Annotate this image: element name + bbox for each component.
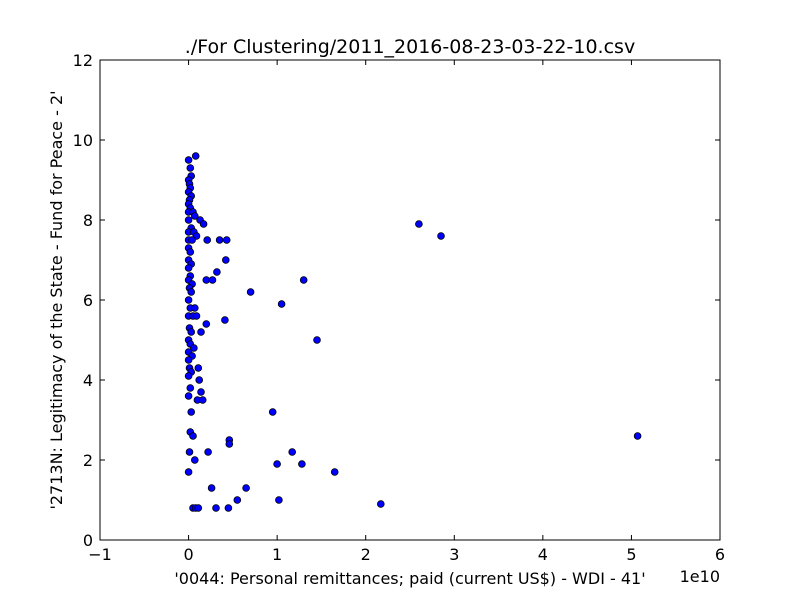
data-point-79 (197, 328, 205, 336)
data-point-55 (197, 388, 205, 396)
data-point-85 (288, 448, 297, 456)
data-point-14 (191, 212, 199, 220)
y-tick-label-5: 10 (73, 131, 93, 150)
data-point-93 (212, 504, 220, 512)
x-tick-label-6: 5 (626, 545, 636, 564)
data-point-69 (222, 236, 231, 244)
data-point-50 (184, 372, 193, 380)
x-tick-label-1: 0 (183, 545, 193, 564)
data-point-70 (222, 256, 230, 264)
y-tick-label-0: 0 (83, 531, 93, 550)
data-point-44 (190, 344, 198, 352)
data-point-62 (191, 456, 199, 464)
data-point-84 (268, 408, 277, 416)
data-point-76 (299, 276, 308, 284)
data-point-66 (194, 504, 203, 512)
data-point-96 (415, 220, 423, 228)
data-point-83 (204, 448, 212, 456)
data-point-51 (194, 364, 203, 372)
x-tick-label-2: 1 (272, 545, 282, 564)
y-axis-label: '2713N: Legitimacy of the State - Fund f… (47, 90, 66, 509)
data-point-34 (184, 296, 193, 304)
data-point-80 (313, 336, 321, 344)
data-point-61 (185, 448, 194, 456)
data-point-87 (298, 460, 306, 468)
data-point-82 (225, 440, 234, 448)
data-point-47 (184, 356, 193, 364)
x-tick-label-4: 3 (449, 545, 459, 564)
data-point-95 (376, 500, 385, 508)
y-tick-label-2: 4 (83, 371, 93, 390)
data-point-91 (233, 496, 242, 504)
data-point-58 (187, 408, 196, 416)
x-axis-offset-label: 1e10 (680, 567, 720, 586)
x-tick-label-7: 6 (715, 545, 725, 564)
data-point-38 (191, 304, 199, 312)
data-point-1 (186, 164, 195, 172)
data-point-68 (215, 236, 224, 244)
data-point-97 (437, 232, 445, 240)
data-point-77 (221, 316, 229, 324)
data-point-74 (246, 288, 255, 296)
data-point-54 (184, 392, 193, 400)
data-point-39 (192, 312, 201, 320)
y-axis-ticks: 0 2 4 6 8 10 12 (73, 51, 720, 550)
y-tick-label-4: 8 (83, 211, 93, 230)
y-tick-label-3: 6 (83, 291, 93, 310)
data-points (184, 152, 642, 512)
y-tick-label-1: 2 (83, 451, 93, 470)
data-point-23 (188, 236, 196, 244)
plot-frame (99, 59, 721, 541)
x-tick-label-0: −1 (88, 545, 112, 564)
x-tick-label-5: 4 (538, 545, 548, 564)
data-point-33 (187, 288, 196, 296)
data-point-17 (184, 216, 193, 224)
chart-title: ./For Clustering/2011_2016-08-23-03-22-1… (185, 36, 635, 58)
data-point-52 (195, 376, 204, 384)
x-tick-label-3: 2 (361, 545, 371, 564)
y-tick-label-6: 12 (73, 51, 93, 70)
data-point-67 (203, 236, 212, 244)
data-point-28 (184, 264, 193, 272)
data-point-73 (208, 276, 217, 284)
data-point-88 (330, 468, 339, 476)
data-point-72 (202, 276, 211, 284)
x-axis-ticks: −1 0 1 2 3 4 5 6 (88, 60, 725, 564)
data-point-3 (191, 152, 200, 160)
data-point-86 (273, 460, 281, 468)
data-point-25 (186, 248, 195, 256)
data-point-89 (207, 484, 216, 492)
data-point-41 (187, 328, 196, 336)
data-point-92 (275, 496, 283, 504)
data-point-90 (242, 484, 250, 492)
data-point-71 (213, 268, 221, 276)
data-point-0 (184, 156, 193, 164)
data-point-98 (633, 432, 642, 440)
data-point-16 (199, 220, 208, 228)
data-point-78 (202, 320, 211, 328)
data-point-63 (184, 468, 193, 476)
data-point-60 (189, 432, 197, 440)
data-point-94 (224, 504, 233, 512)
x-axis-label: '0044: Personal remittances; paid (curre… (174, 569, 645, 588)
data-point-75 (277, 300, 286, 308)
data-point-57 (198, 396, 207, 404)
data-point-53 (186, 384, 195, 392)
